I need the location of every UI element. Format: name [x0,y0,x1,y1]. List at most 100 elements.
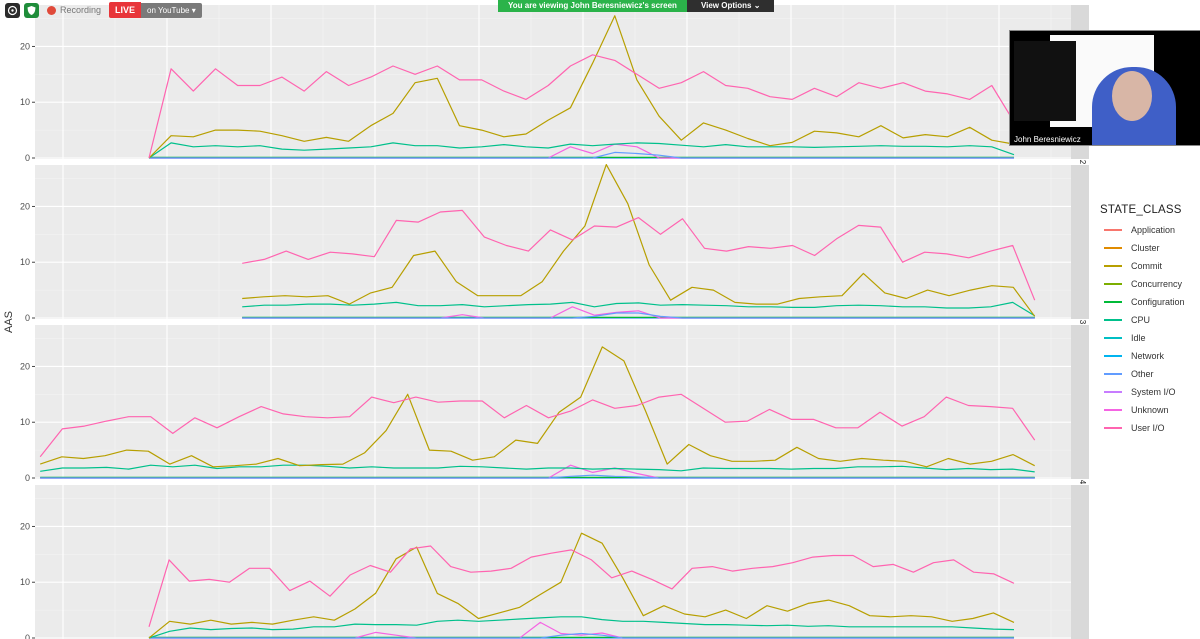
legend-item: User I/O [1100,419,1185,437]
facet-strip [1071,485,1089,639]
y-tick-label: 20 [20,41,30,51]
view-options-button[interactable]: View Options ⌄ [686,0,775,12]
series-line-user-i-o [39,393,1036,458]
legend-label: Unknown [1131,405,1169,415]
legend-label: Concurrency [1131,279,1183,289]
panel-background [35,165,1071,319]
facet-strip [1071,325,1089,479]
legend-item: Idle [1100,329,1185,347]
legend-label: User I/O [1131,423,1165,433]
legend-swatch [1104,355,1122,357]
panel-background [35,485,1071,639]
y-tick-label: 0 [25,313,30,323]
legend-item: Configuration [1100,293,1185,311]
legend-swatch [1104,373,1122,375]
legend-item: System I/O [1100,383,1185,401]
series-line-commit [148,15,1015,159]
y-tick-label: 10 [20,417,30,427]
legend-label: Cluster [1131,243,1160,253]
facet-panel-4: 0 10 20 4 [20,480,1089,639]
legend-item: Network [1100,347,1185,365]
series-line-user-i-o [148,545,1015,627]
chart-legend: STATE_CLASS Application Cluster Commit Conc… [1100,204,1185,437]
legend-title: STATE_CLASS [1100,204,1182,216]
recording-dot-icon [47,5,56,15]
legend-item: Other [1100,365,1185,383]
participant-head [1112,71,1152,121]
series-line-cpu [148,142,1015,159]
y-tick-label: 20 [20,361,30,371]
y-tick-label: 10 [20,257,30,267]
y-tick-label: 0 [25,153,30,163]
legend-label: Commit [1131,261,1162,271]
facet-panel-3: 0 10 20 3 [20,320,1089,483]
security-shield-icon[interactable] [24,2,39,18]
participant-video-thumbnail[interactable]: John Beresniewicz [1009,30,1200,146]
screen-share-banner: You are viewing John Beresniewicz's scre… [498,0,775,12]
legend-swatch [1104,283,1122,285]
legend-swatch [1104,427,1122,429]
view-options-label: View Options [700,1,752,10]
facet-strip-label: 4 [1078,480,1087,485]
legend-label: System I/O [1131,387,1176,397]
viewing-screen-text: You are viewing John Beresniewicz's scre… [498,0,687,12]
legend-item: Application [1100,221,1185,239]
legend-label: Configuration [1131,297,1185,307]
legend-item: Commit [1100,257,1185,275]
legend-item: Unknown [1100,401,1185,419]
series-line-commit [40,346,1035,468]
chevron-down-icon: ⌄ [753,1,761,10]
legend-item: CPU [1100,311,1185,329]
legend-swatch [1104,319,1122,321]
legend-swatch [1104,301,1122,303]
panel-background [35,325,1071,479]
series-line-other [149,632,1014,639]
series-line-other [149,151,1014,159]
legend-label: CPU [1131,315,1151,325]
legend-swatch [1104,229,1122,231]
series-line-user-i-o [242,209,1036,301]
series-line-other [40,474,1035,479]
legend-label: Other [1131,369,1154,379]
series-line-commit [148,532,1015,639]
y-tick-label: 20 [20,521,30,531]
live-badge[interactable]: LIVE [109,2,142,18]
legend-swatch [1104,265,1122,267]
y-tick-label: 20 [20,201,30,211]
series-line-cpu [242,301,1036,317]
series-line-cpu [148,616,1015,639]
facet-strip-label: 2 [1078,160,1087,165]
legend-swatch [1104,391,1122,393]
legend-item: Concurrency [1100,275,1185,293]
y-axis-label: AAS [3,311,15,333]
youtube-stream-button[interactable]: on YouTube ▾ [141,2,202,18]
series-line-other [242,312,1035,319]
facet-panel-1: 0 10 20 [20,5,1089,163]
series-line-commit [242,164,1036,317]
legend-items: Application Cluster Commit Concurrency Confi… [1100,221,1185,437]
legend-swatch [1104,337,1122,339]
youtube-label: on YouTube [147,5,190,15]
y-tick-label: 0 [25,473,30,483]
y-tick-label: 10 [20,97,30,107]
y-tick-label: 10 [20,577,30,587]
facet-strip [1071,165,1089,319]
legend-swatch [1104,247,1122,249]
participant-name: John Beresniewicz [1010,134,1085,145]
legend-label: Application [1131,225,1176,235]
y-tick-label: 0 [25,633,30,639]
facet-panel-2: 0 10 20 2 [20,160,1089,323]
series-line-cpu [40,464,1035,473]
legend-item: Cluster [1100,239,1185,257]
meeting-info-icon[interactable] [5,2,20,18]
facet-strip-label: 3 [1078,320,1087,325]
recording-label: Recording [60,5,102,15]
legend-label: Network [1131,351,1165,361]
chevron-down-icon: ▾ [191,5,196,15]
series-line-user-i-o [148,54,1015,159]
video-background-chart [1014,41,1076,121]
legend-label: Idle [1131,333,1146,343]
legend-swatch [1104,409,1122,411]
meeting-toolbar: Recording LIVE on YouTube ▾ [0,0,202,20]
